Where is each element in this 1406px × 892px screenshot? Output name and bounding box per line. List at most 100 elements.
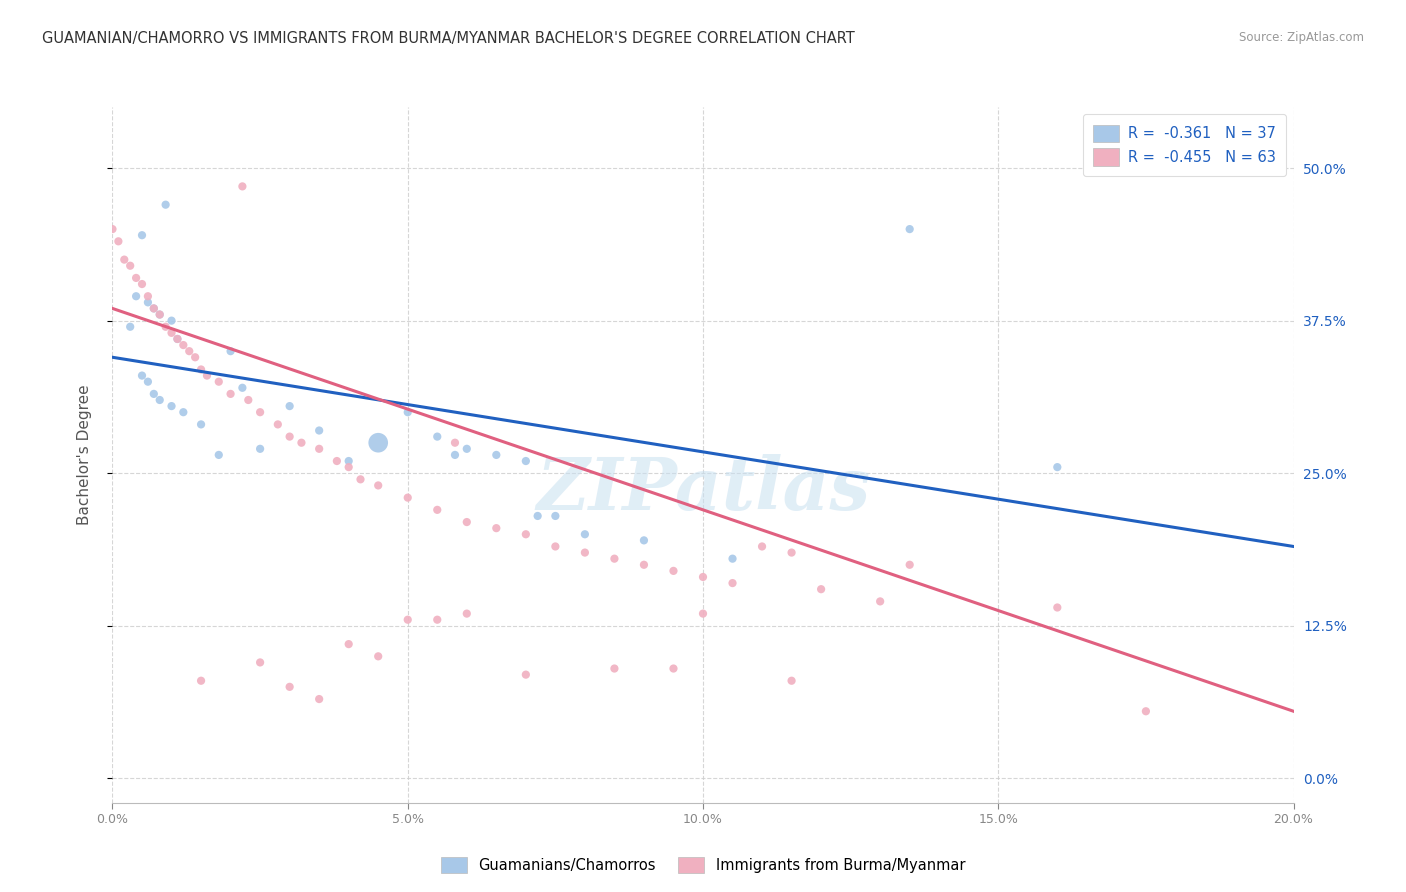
Point <box>456 442 478 456</box>
Point <box>190 673 212 688</box>
Point <box>367 435 389 450</box>
Point <box>142 387 165 401</box>
Point <box>869 594 891 608</box>
Point <box>544 540 567 554</box>
Point <box>219 344 242 359</box>
Point <box>249 442 271 456</box>
Point <box>166 332 188 346</box>
Point <box>544 508 567 523</box>
Point <box>231 179 253 194</box>
Point <box>238 392 260 407</box>
Point <box>308 424 330 438</box>
Point <box>898 222 921 236</box>
Point <box>396 491 419 505</box>
Point <box>721 576 744 591</box>
Point <box>107 235 129 249</box>
Point <box>456 607 478 621</box>
Point <box>349 472 371 486</box>
Point <box>515 454 537 468</box>
Point <box>290 435 312 450</box>
Point <box>526 508 548 523</box>
Point <box>136 375 159 389</box>
Point <box>426 429 449 443</box>
Point <box>278 399 301 413</box>
Point <box>249 656 271 670</box>
Point <box>160 399 183 413</box>
Point <box>190 362 212 376</box>
Point <box>603 551 626 566</box>
Point <box>367 478 389 492</box>
Point <box>692 607 714 621</box>
Point <box>662 564 685 578</box>
Point <box>131 368 153 383</box>
Point <box>149 308 172 322</box>
Point <box>1046 460 1069 475</box>
Point <box>485 521 508 535</box>
Point <box>603 661 626 675</box>
Point <box>662 661 685 675</box>
Point <box>160 313 183 327</box>
Point <box>692 570 714 584</box>
Point <box>179 344 201 359</box>
Point <box>267 417 290 432</box>
Text: Source: ZipAtlas.com: Source: ZipAtlas.com <box>1239 31 1364 45</box>
Point <box>219 387 242 401</box>
Point <box>278 429 301 443</box>
Point <box>426 613 449 627</box>
Point <box>444 448 467 462</box>
Point <box>278 680 301 694</box>
Point <box>515 527 537 541</box>
Legend: R =  -0.361   N = 37, R =  -0.455   N = 63: R = -0.361 N = 37, R = -0.455 N = 63 <box>1083 114 1286 176</box>
Point <box>574 527 596 541</box>
Point <box>172 338 194 352</box>
Point <box>155 197 177 211</box>
Point <box>810 582 832 597</box>
Point <box>633 558 655 572</box>
Point <box>101 222 124 236</box>
Point <box>396 405 419 419</box>
Point <box>208 375 231 389</box>
Point <box>574 545 596 559</box>
Point <box>1135 704 1157 718</box>
Point <box>326 454 349 468</box>
Point <box>136 295 159 310</box>
Point <box>898 558 921 572</box>
Text: GUAMANIAN/CHAMORRO VS IMMIGRANTS FROM BURMA/MYANMAR BACHELOR'S DEGREE CORRELATIO: GUAMANIAN/CHAMORRO VS IMMIGRANTS FROM BU… <box>42 31 855 46</box>
Point <box>155 319 177 334</box>
Point <box>249 405 271 419</box>
Point <box>751 540 773 554</box>
Point <box>721 551 744 566</box>
Point <box>142 301 165 316</box>
Text: ZIPatlas: ZIPatlas <box>536 454 870 525</box>
Point <box>633 533 655 548</box>
Point <box>190 417 212 432</box>
Point <box>1046 600 1069 615</box>
Point <box>125 289 148 303</box>
Point <box>426 503 449 517</box>
Point <box>456 515 478 529</box>
Point <box>120 319 142 334</box>
Point <box>160 326 183 340</box>
Point <box>195 368 218 383</box>
Point <box>444 435 467 450</box>
Point <box>231 381 253 395</box>
Point <box>149 392 172 407</box>
Point <box>485 448 508 462</box>
Point <box>131 228 153 243</box>
Point <box>515 667 537 681</box>
Point <box>337 454 360 468</box>
Point <box>308 692 330 706</box>
Legend: Guamanians/Chamorros, Immigrants from Burma/Myanmar: Guamanians/Chamorros, Immigrants from Bu… <box>433 850 973 880</box>
Point <box>120 259 142 273</box>
Point <box>136 289 159 303</box>
Point <box>172 405 194 419</box>
Point <box>780 545 803 559</box>
Point <box>184 351 207 365</box>
Point <box>780 673 803 688</box>
Point <box>131 277 153 291</box>
Point <box>166 332 188 346</box>
Point <box>337 460 360 475</box>
Point <box>112 252 135 267</box>
Point <box>149 308 172 322</box>
Point <box>337 637 360 651</box>
